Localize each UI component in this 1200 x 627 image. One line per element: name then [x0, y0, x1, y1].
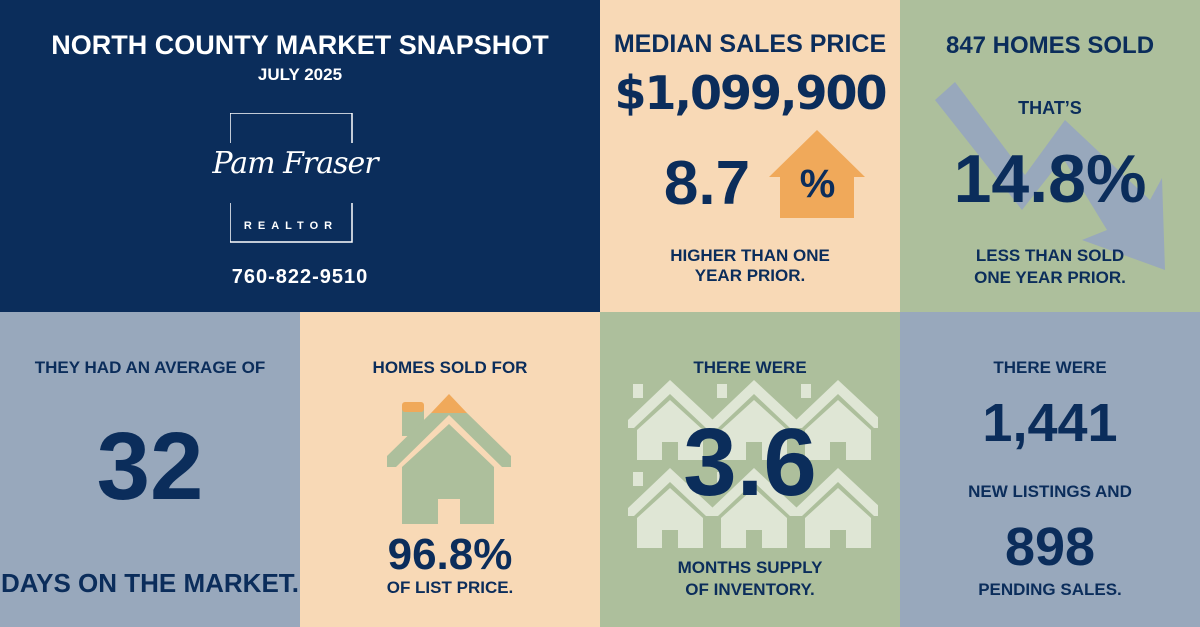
listings-intro: THERE WERE — [993, 358, 1107, 377]
median-price-value: $1,099,900 — [614, 66, 887, 120]
logo-signature: Pam Fraser — [212, 146, 378, 181]
listings-outro: PENDING SALES. — [978, 580, 1122, 599]
pending-sales-value: 898 — [1004, 517, 1096, 577]
house-up-arrow-icon — [769, 130, 865, 218]
list-price-outro: OF LIST PRICE. — [386, 578, 514, 597]
days-intro: THEY HAD AN AVERAGE OF — [34, 358, 266, 377]
house-icon — [387, 394, 511, 524]
homes-sold-line2: ONE YEAR PRIOR. — [974, 268, 1126, 287]
days-outro: DAYS ON THE MARKET. — [0, 568, 300, 598]
price-change-unit: % — [799, 162, 836, 206]
homes-sold-panel: 847 HOMES SOLD THAT’S 14.8% LESS THAN SO… — [900, 0, 1200, 312]
inventory-panel: THERE WERE 3.6 MONTHS SUPPLY OF INVENTOR… — [600, 312, 900, 627]
listings-panel: THERE WERE 1,441 NEW LISTINGS AND 898 PE… — [900, 312, 1200, 627]
header-panel: NORTH COUNTY MARKET SNAPSHOT JULY 2025 P… — [0, 0, 600, 312]
inventory-intro: THERE WERE — [693, 358, 807, 377]
listings-middle: NEW LISTINGS AND — [968, 482, 1132, 501]
list-price-intro: HOMES SOLD FOR — [372, 358, 528, 377]
new-listings-value: 1,441 — [982, 393, 1118, 453]
inventory-line1: MONTHS SUPPLY — [677, 558, 823, 577]
logo-frame-icon — [230, 113, 353, 243]
homes-sold-label: 847 HOMES SOLD — [945, 32, 1155, 59]
inventory-line2: OF INVENTORY. — [685, 580, 815, 599]
median-price-panel: MEDIAN SALES PRICE $1,099,900 8.7 % HIGH… — [600, 0, 900, 312]
page-title: NORTH COUNTY MARKET SNAPSHOT — [51, 30, 549, 60]
logo-tagline: REALTOR — [243, 220, 339, 232]
homes-sold-line1: LESS THAN SOLD — [975, 246, 1125, 265]
list-price-panel: HOMES SOLD FOR 96.8% OF LIST PRICE. — [300, 312, 600, 627]
price-change-line1: HIGHER THAN ONE — [670, 246, 830, 265]
median-price-label: MEDIAN SALES PRICE — [613, 30, 887, 58]
report-date: JULY 2025 — [257, 65, 343, 84]
inventory-value: 3.6 — [683, 409, 817, 516]
price-change-value: 8.7 — [663, 149, 751, 218]
phone-number: 760-822-9510 — [231, 266, 369, 288]
homes-sold-change: 14.8% — [953, 141, 1147, 217]
days-on-market-panel: THEY HAD AN AVERAGE OF 32 DAYS ON THE MA… — [0, 312, 300, 627]
price-change-line2: YEAR PRIOR. — [694, 266, 806, 285]
homes-sold-intro: THAT’S — [1018, 98, 1082, 118]
list-price-value: 96.8% — [387, 530, 513, 579]
days-value: 32 — [96, 413, 204, 520]
trend-down-arrow-icon — [935, 82, 1165, 270]
logo: Pam Fraser REALTOR — [212, 113, 379, 243]
